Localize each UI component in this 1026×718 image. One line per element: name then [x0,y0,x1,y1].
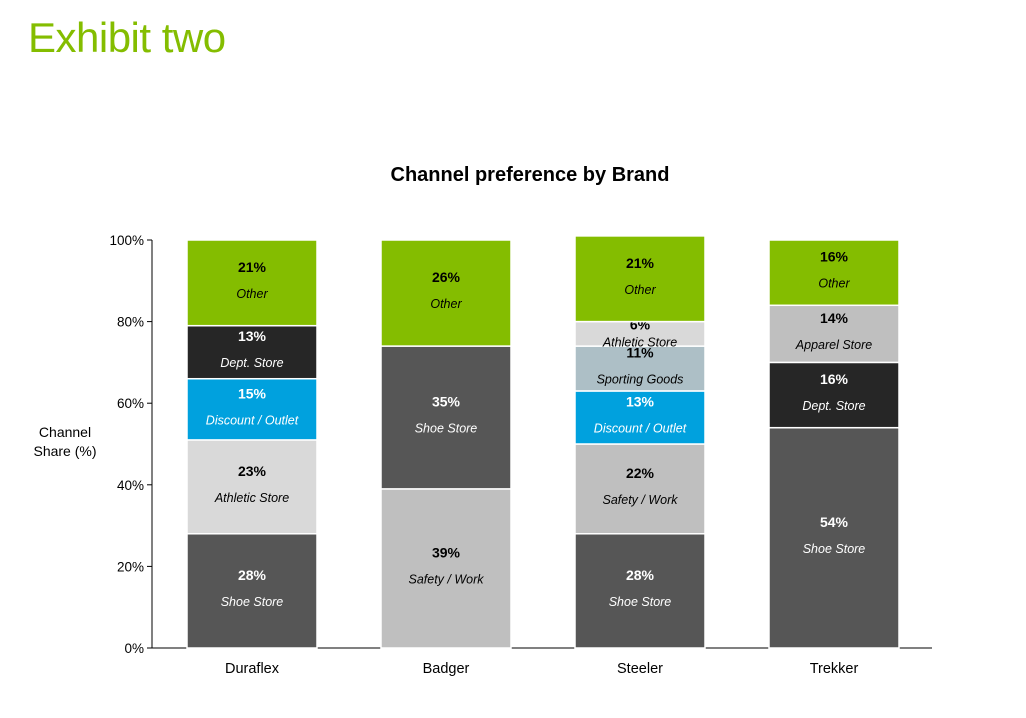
data-label-percent: 14% [820,310,849,326]
y-tick-label: 100% [109,233,144,248]
data-label-percent: 35% [432,393,461,409]
data-label-percent: 15% [238,385,267,401]
data-label-percent: 11% [626,345,654,361]
data-label-percent: 39% [432,544,461,560]
exhibit-title: Exhibit two [28,14,226,61]
x-category-label: Badger [423,661,470,677]
data-label-channel: Shoe Store [609,595,672,609]
bar-segment [186,324,318,380]
y-tick-label: 80% [117,315,144,330]
data-label-channel: Other [236,287,268,301]
x-category-label: Duraflex [225,661,280,677]
data-label-percent: 16% [820,371,849,387]
bar-segment [768,426,900,649]
bar-segment [380,488,512,649]
bar-segment [574,443,706,535]
data-label-channel: Apparel Store [795,338,872,352]
data-label-percent: 28% [626,567,655,583]
data-label-percent: 28% [238,567,267,583]
data-label-channel: Discount / Outlet [594,421,687,435]
bar-segment [186,239,318,327]
x-category-label: Trekker [810,661,859,677]
y-axis-label: Channel Share (%) [33,424,97,459]
data-label-percent: 23% [238,463,267,479]
y-tick-label: 20% [117,559,144,574]
data-label-channel: Athletic Store [602,335,677,349]
bar-segment [186,439,318,535]
data-label-channel: Dept. Store [220,356,283,370]
data-label-percent: 26% [432,269,461,285]
chart-title: Channel preference by Brand [390,164,670,186]
bar-segment [574,390,706,445]
x-category-label: Steeler [617,661,663,677]
data-label-percent: 54% [820,514,849,530]
data-label-channel: Sporting Goods [597,373,684,387]
data-label-percent: 21% [238,259,267,275]
data-label-channel: Safety / Work [602,493,678,507]
data-label-percent: 22% [626,465,655,481]
data-label-channel: Other [818,277,850,291]
bar-segment [768,304,900,364]
bar-segment [574,345,706,392]
data-label-channel: Athletic Store [214,491,289,505]
bar-segment [574,533,706,649]
data-label-channel: Shoe Store [803,542,866,556]
data-label-percent: 16% [820,249,849,265]
data-label-channel: Other [430,297,462,311]
y-tick-label: 40% [117,478,144,493]
bar-segment [186,533,318,649]
data-label-channel: Safety / Work [408,572,484,586]
data-label-channel: Discount / Outlet [206,413,299,427]
bar-segment [380,239,512,347]
data-label-channel: Other [624,283,656,297]
data-label-percent: 13% [238,328,267,344]
data-label-percent: 13% [626,393,655,409]
y-tick-label: 60% [117,396,144,411]
data-label-channel: Dept. Store [802,399,865,413]
bar-segment [186,377,318,441]
data-label-channel: Shoe Store [415,421,478,435]
data-label-channel: Shoe Store [221,595,284,609]
y-tick-label: 0% [124,641,144,656]
bar-segment [768,239,900,307]
bar-segment [380,345,512,490]
data-label-percent: 21% [626,255,655,271]
bar-segment [574,235,706,323]
